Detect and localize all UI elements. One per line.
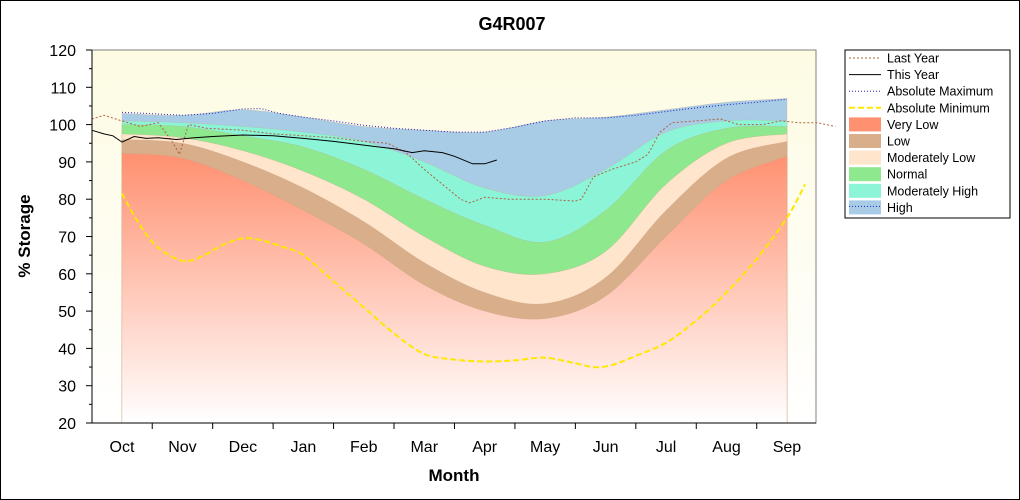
- y-tick-label: 80: [58, 192, 76, 209]
- x-tick-label: Aug: [712, 439, 740, 456]
- y-tick-label: 100: [49, 118, 76, 135]
- y-tick-label: 90: [58, 155, 76, 172]
- x-tick-label: Oct: [110, 439, 135, 456]
- y-tick-label: 120: [49, 43, 76, 60]
- x-tick-label: Jul: [656, 439, 676, 456]
- y-tick-label: 70: [58, 230, 76, 247]
- legend-label-moderately-low: Moderately Low: [887, 151, 976, 165]
- legend-label-absolute-minimum: Absolute Minimum: [887, 101, 990, 115]
- y-tick-label: 110: [50, 80, 76, 97]
- axes-layer: 20 30 40 50 60 70 80 90 100 110 120 Oct Nov Dec Jan Feb…: [49, 43, 817, 456]
- x-tick-label: Jan: [290, 439, 316, 456]
- series-this-year: [91, 129, 497, 165]
- legend-label-this-year: This Year: [887, 68, 939, 82]
- y-axis-label: % Storage: [15, 194, 34, 277]
- x-tick-label: Mar: [410, 439, 438, 456]
- legend-label-moderately-high: Moderately High: [887, 184, 978, 198]
- legend-swatch-moderately-high: [849, 183, 881, 198]
- x-tick-label: Apr: [472, 439, 498, 456]
- x-tick-label: May: [530, 439, 560, 456]
- series-last-year: [91, 114, 836, 204]
- y-tick-label: 30: [58, 379, 76, 396]
- legend-label-absolute-maximum: Absolute Maximum: [887, 85, 993, 99]
- legend-swatch-very-low: [849, 117, 881, 132]
- x-tick-label: Sep: [773, 439, 802, 456]
- bands-layer: [121, 98, 788, 424]
- legend-swatch-moderately-low: [849, 150, 881, 165]
- x-axis-label: Month: [429, 466, 480, 485]
- x-tick-label: Nov: [168, 439, 196, 456]
- legend-label-low: Low: [887, 135, 911, 149]
- chart-title: G4R007: [478, 14, 545, 34]
- y-tick-label: 50: [58, 304, 76, 321]
- band-very-low: [121, 153, 788, 424]
- legend-label-high: High: [887, 201, 913, 215]
- x-tick-label: Jun: [593, 439, 619, 456]
- legend-swatch-high: [849, 200, 881, 215]
- y-tick-label: 40: [58, 341, 76, 358]
- legend: Last Year This Year Absolute Maximum Absolu…: [844, 49, 1011, 219]
- legend-swatch-low: [849, 134, 881, 148]
- legend-label-normal: Normal: [887, 168, 927, 182]
- legend-swatch-normal: [849, 167, 881, 182]
- y-tick-label: 60: [58, 267, 76, 284]
- legend-label-very-low: Very Low: [887, 118, 939, 132]
- y-tick-label: 20: [58, 416, 76, 433]
- series-absolute-maximum: [121, 98, 788, 133]
- x-tick-label: Dec: [229, 439, 257, 456]
- legend-label-last-year: Last Year: [887, 52, 939, 66]
- series-absolute-minimum: [121, 183, 806, 369]
- lines-layer: [91, 98, 836, 369]
- x-tick-label: Feb: [350, 439, 378, 456]
